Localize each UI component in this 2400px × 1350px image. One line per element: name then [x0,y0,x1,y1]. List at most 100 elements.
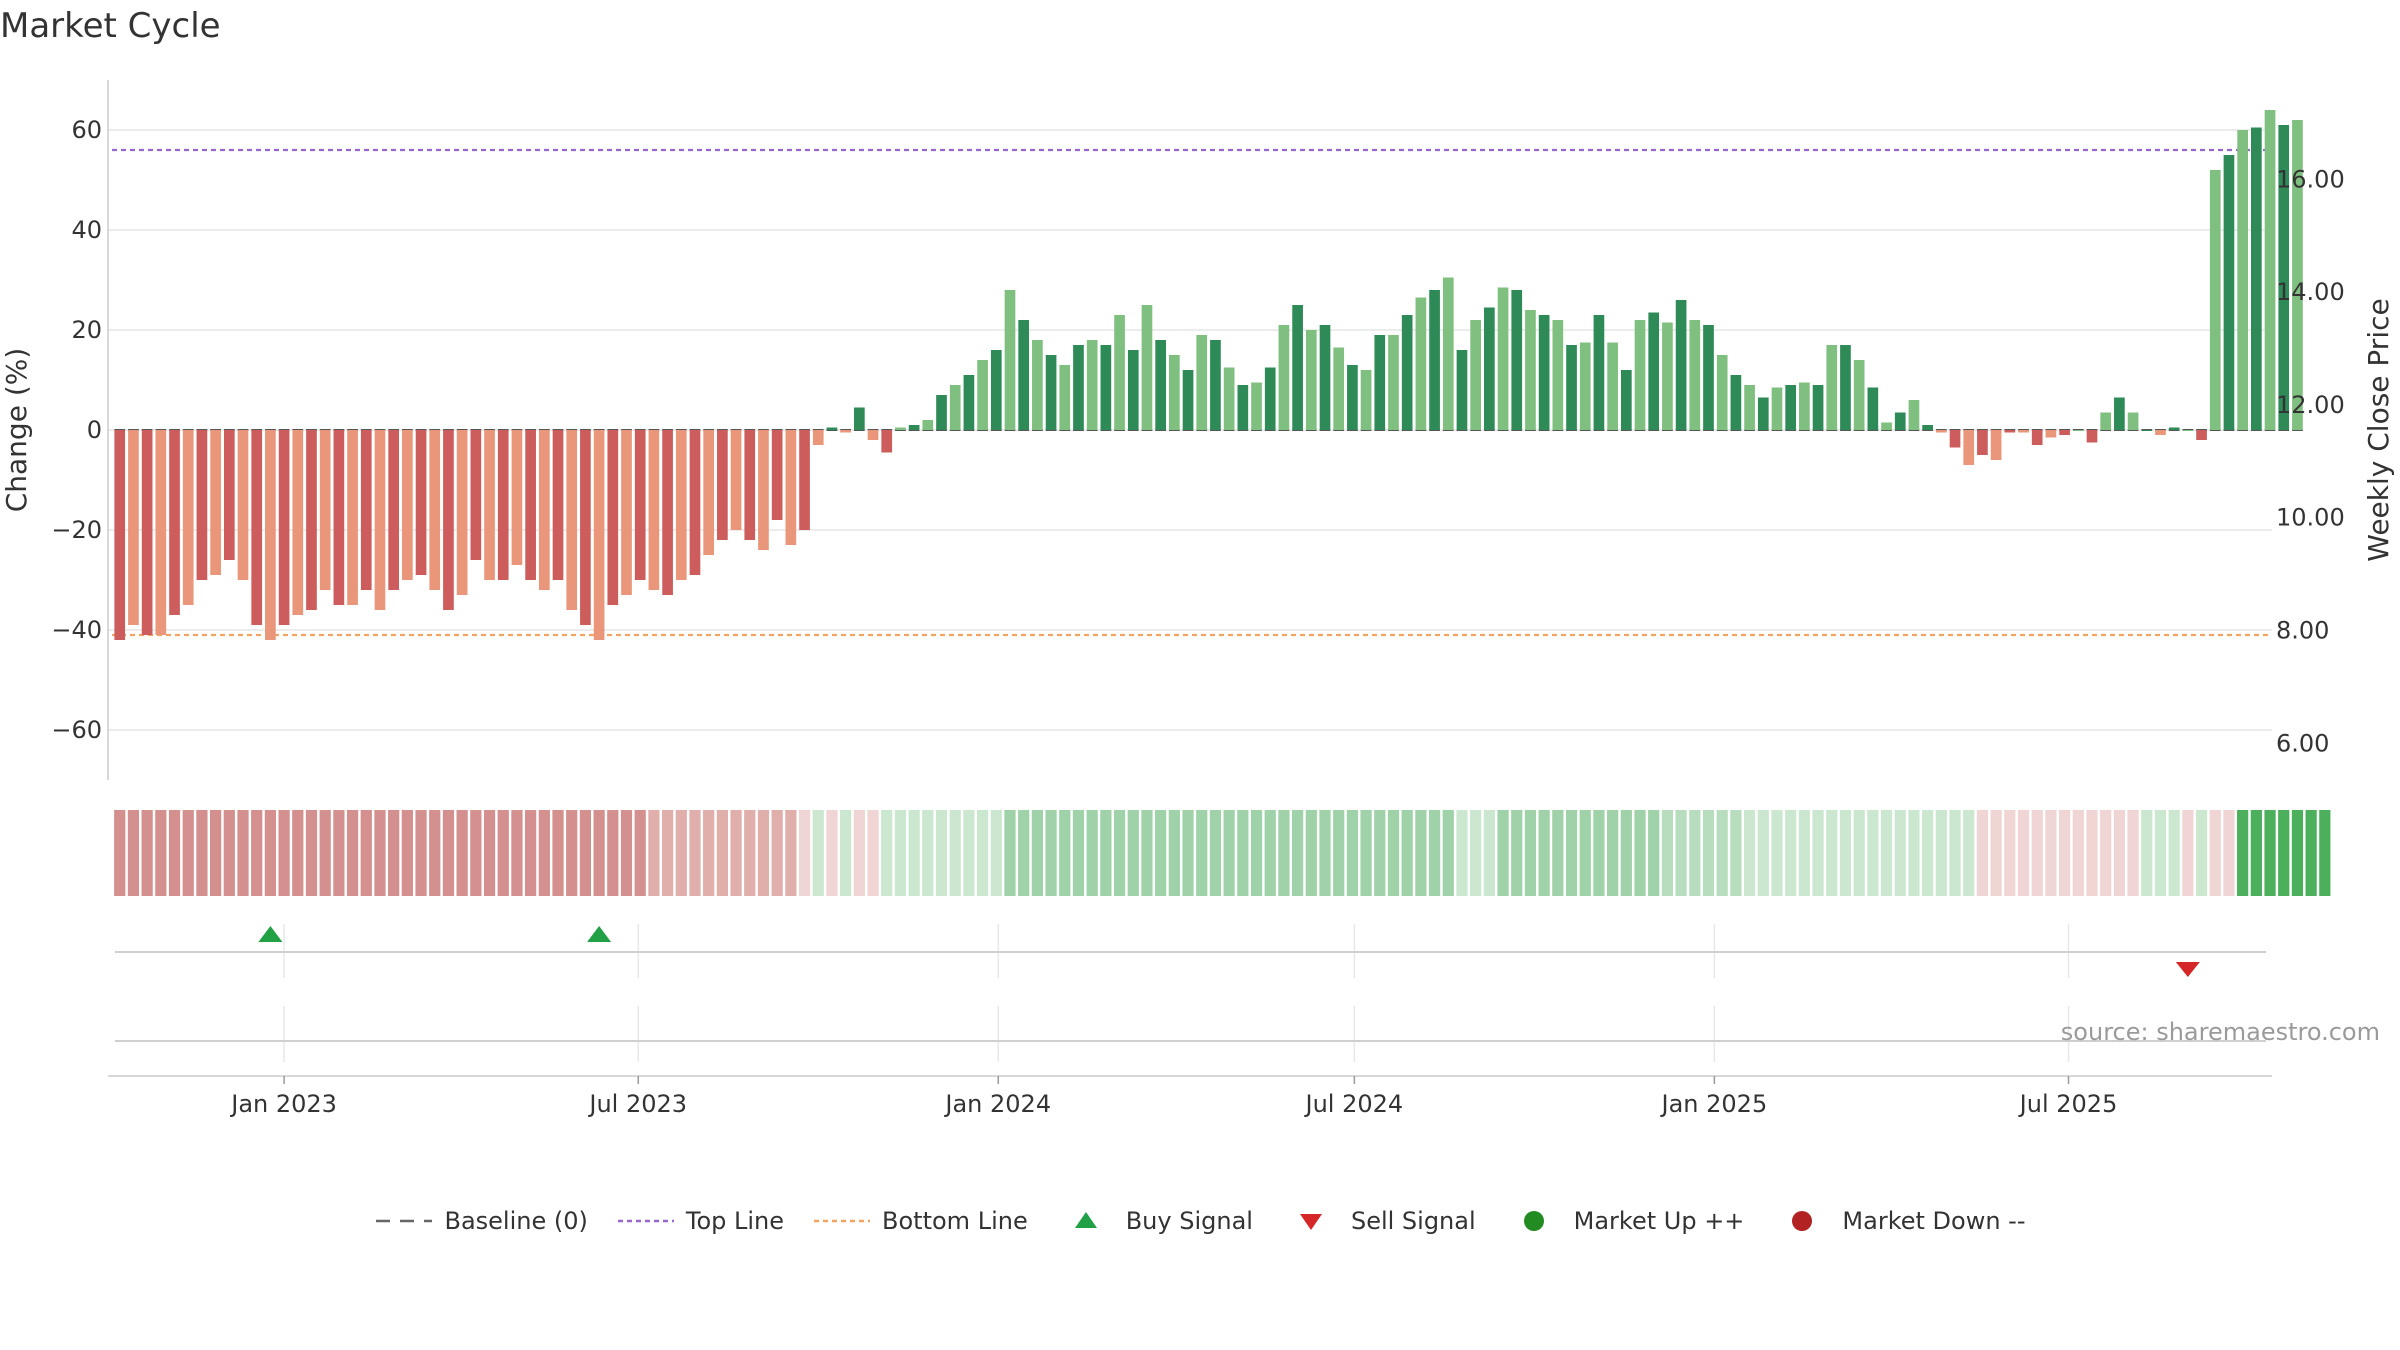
change-bar [1374,335,1386,430]
change-bar [2196,430,2207,440]
change-bar [1086,340,1098,430]
cycle-cell [2113,810,2126,896]
cycle-cell [168,810,181,896]
cycle-cell [346,810,359,896]
cycle-cell [922,810,934,896]
cycle-cell [470,810,482,896]
change-bar [580,430,591,625]
legend-item-sell: Sell Signal [1281,1206,1476,1236]
cycle-cell [908,810,920,896]
y2-axis-label: Weekly Close Price [2362,298,2395,561]
cycle-cell [1620,810,1632,896]
cycle-cell [935,810,948,896]
change-bar [402,430,413,580]
cycle-cell [497,810,509,896]
change-bar [1662,322,1673,430]
cycle-cell [360,810,372,896]
cycle-cell [2017,810,2030,896]
x-tick-label: Jan 2025 [1660,1090,1768,1118]
x-tick-label: Jul 2023 [587,1090,687,1118]
change-bar [2114,397,2125,430]
cycle-cell [1059,810,1071,896]
change-bar [648,430,660,590]
change-bar [525,430,536,580]
change-bar [1867,387,1879,430]
cycle-cell [1785,810,1797,896]
change-bar [1511,290,1523,430]
change-bar [265,430,276,640]
x-tick-label: Jan 2023 [229,1090,337,1118]
y-tick-label: −20 [51,516,102,544]
cycle-cell [1333,810,1345,896]
cycle-cell [209,810,222,896]
cycle-cell [2072,810,2084,896]
cycle-cell [593,810,605,896]
cycle-cell [1511,810,1523,896]
grid-layer [108,129,2272,731]
change-bar [128,430,139,625]
cycle-cell [1155,810,1167,896]
change-bar [1018,320,1030,430]
chart-title: Market Cycle [0,6,221,46]
change-bar [1415,297,1427,430]
cycle-cell [1743,810,1756,896]
change-bar [1675,300,1687,430]
cycle-cell [881,810,893,896]
change-bar [2004,430,2016,433]
cycle-cell [1648,810,1660,896]
cycle-cell [1579,810,1591,896]
change-bar [2018,430,2029,433]
change-bar [1127,350,1139,430]
cycle-cell [1922,810,1934,896]
change-bar [306,430,317,610]
cycle-cell [785,810,797,896]
change-bar [1237,385,1249,430]
cycle-cell [703,810,715,896]
cycle-cell [319,810,331,896]
change-bar [1196,335,1208,430]
cycle-cell [1976,810,1989,896]
change-bar [552,430,564,580]
cycle-cell [1689,810,1701,896]
change-bar [2127,412,2139,430]
change-bar [1442,277,1454,430]
cycle-cell [1209,810,1222,896]
legend-label-sell: Sell Signal [1350,1207,1476,1235]
cycle-strip [114,810,2331,896]
cycle-cell [1415,810,1427,896]
y-tick-label: 60 [71,116,102,144]
change-bar [1223,367,1235,430]
legend-item-market-down: Market Down -- [1772,1206,2026,1236]
cycle-cell [2100,810,2112,896]
change-bar [1360,370,1372,430]
cycle-cell [182,810,194,896]
cycle-cell [744,810,756,896]
signal-panels [115,924,2266,1062]
change-bar [456,430,468,595]
legend-label-top-line: Top Line [685,1207,785,1235]
cycle-cell [1935,810,1947,896]
cycle-cell [442,810,455,896]
cycle-cell [648,810,660,896]
change-bar [1949,430,1961,448]
cycle-cell [2154,810,2167,896]
change-bar [867,430,879,440]
change-bar [374,430,386,610]
cycle-cell [2045,810,2057,896]
change-bar [949,385,961,430]
cycle-cell [1127,810,1139,896]
buy-triangle-icon [1056,1206,1116,1236]
change-bar [1703,325,1714,430]
change-bar [1347,365,1358,430]
cycle-cell [963,810,975,896]
buy-signal-marker [258,926,283,942]
change-bar [1853,360,1865,430]
cycle-cell [237,810,249,896]
cycle-cell [388,810,400,896]
cycle-cell [196,810,208,896]
cycle-cell [1497,810,1509,896]
cycle-cell [990,810,1002,896]
cycle-cell [1908,810,1920,896]
cycle-cell [1428,810,1441,896]
change-bar [182,430,194,605]
